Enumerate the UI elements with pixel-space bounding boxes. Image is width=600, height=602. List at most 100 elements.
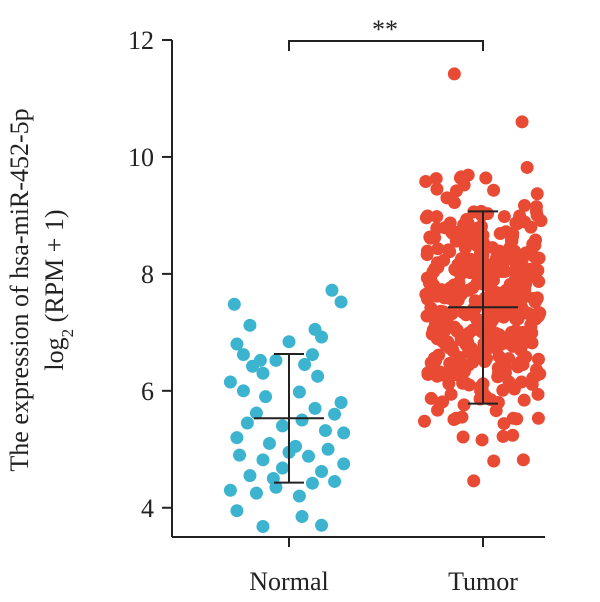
data-point-normal [302,449,316,463]
y-axis-title-units: (RPM + 1) [40,209,69,328]
data-point-normal [282,335,296,349]
data-point-normal [243,469,257,483]
data-point-normal [230,504,244,518]
data-point-tumor [431,242,445,256]
data-point-normal [295,413,309,427]
data-point-normal [315,465,329,479]
y-tick-label: 4 [141,494,154,523]
data-point-tumor [525,377,539,391]
data-point-tumor [441,335,455,349]
data-point-tumor [509,312,523,326]
data-point-tumor [417,414,431,428]
data-point-normal [240,416,254,430]
data-point-normal [230,337,244,351]
data-point-tumor [513,209,527,223]
data-point-normal [256,519,270,533]
data-point-normal [315,330,329,344]
data-point-tumor [456,305,470,319]
data-point-tumor [452,258,466,272]
data-point-tumor [510,412,524,426]
data-point-normal [334,396,348,410]
data-point-tumor [486,270,500,284]
data-point-normal [249,486,263,500]
data-point-normal [223,375,237,389]
data-point-normal [269,480,283,494]
data-point-tumor [458,232,472,246]
data-point-tumor [457,365,471,379]
data-point-tumor [533,367,547,381]
data-point-normal [311,369,325,383]
data-point-normal [256,366,270,380]
data-point-tumor [487,454,501,468]
data-point-normal [308,401,322,415]
y-tick-label: 10 [128,143,154,172]
data-point-tumor [449,411,463,425]
data-point-tumor [464,262,478,276]
data-point-tumor [429,172,443,186]
x-tick-label: Normal [249,567,328,596]
data-point-tumor [503,241,517,255]
data-point-tumor [419,211,433,225]
y-tick-label: 8 [141,260,154,289]
data-point-tumor [493,227,507,241]
y-axis-title-line2: log2 (RPM + 1) [40,209,77,370]
data-point-tumor [508,285,522,299]
data-point-tumor [515,115,529,129]
data-point-tumor [497,310,511,324]
data-point-tumor [487,183,501,197]
data-point-tumor [474,380,488,394]
y-tick-label: 12 [128,26,154,55]
data-point-tumor [424,356,438,370]
data-point-tumor [524,220,538,234]
data-point-tumor [496,429,510,443]
data-point-tumor [433,396,447,410]
data-point-normal [295,510,309,524]
data-point-tumor [524,320,538,334]
data-point-normal [243,318,257,332]
data-point-tumor [447,196,461,210]
data-point-tumor [442,377,456,391]
data-point-tumor [483,291,497,305]
data-point-tumor [420,309,434,323]
data-point-normal [262,436,276,450]
axis-layer: 4 6 8 10 12 Normal Tumor [128,26,545,596]
data-point-tumor [509,324,523,338]
data-point-normal [334,295,348,309]
data-point-tumor [493,286,507,300]
y-axis-title-line1: The expression of hsa-miR-452-5p [5,108,34,471]
data-point-tumor [459,376,473,390]
data-point-tumor [489,404,503,418]
data-point-tumor [506,428,520,442]
data-point-tumor [419,174,433,188]
data-point-normal [337,426,351,440]
data-point-normal [305,476,319,490]
significance-bracket [288,40,484,51]
data-point-tumor [419,287,433,301]
data-point-normal [275,461,289,475]
data-point-normal [315,518,329,532]
data-point-tumor [488,255,502,269]
y-tick-label: 6 [141,377,154,406]
data-point-normal [275,419,289,433]
x-tick-label: Tumor [448,567,518,596]
data-point-tumor [466,346,480,360]
data-point-tumor [420,244,434,258]
data-point-tumor [466,302,480,316]
data-point-tumor [444,387,458,401]
data-point-tumor [485,241,499,255]
data-point-tumor [531,411,545,425]
data-point-tumor [467,474,481,488]
data-point-tumor [517,393,531,407]
data-point-tumor [520,160,534,174]
data-point-normal [230,431,244,445]
data-point-normal [298,358,312,372]
data-point-tumor [506,229,520,243]
data-point-tumor [425,327,439,341]
labels-layer: The expression of hsa-miR-452-5p log2 (R… [5,15,398,472]
data-point-tumor [531,387,545,401]
data-point-normal [227,297,241,311]
data-point-normal [292,489,306,503]
data-point-normal [223,483,237,497]
data-point-tumor [461,335,475,349]
